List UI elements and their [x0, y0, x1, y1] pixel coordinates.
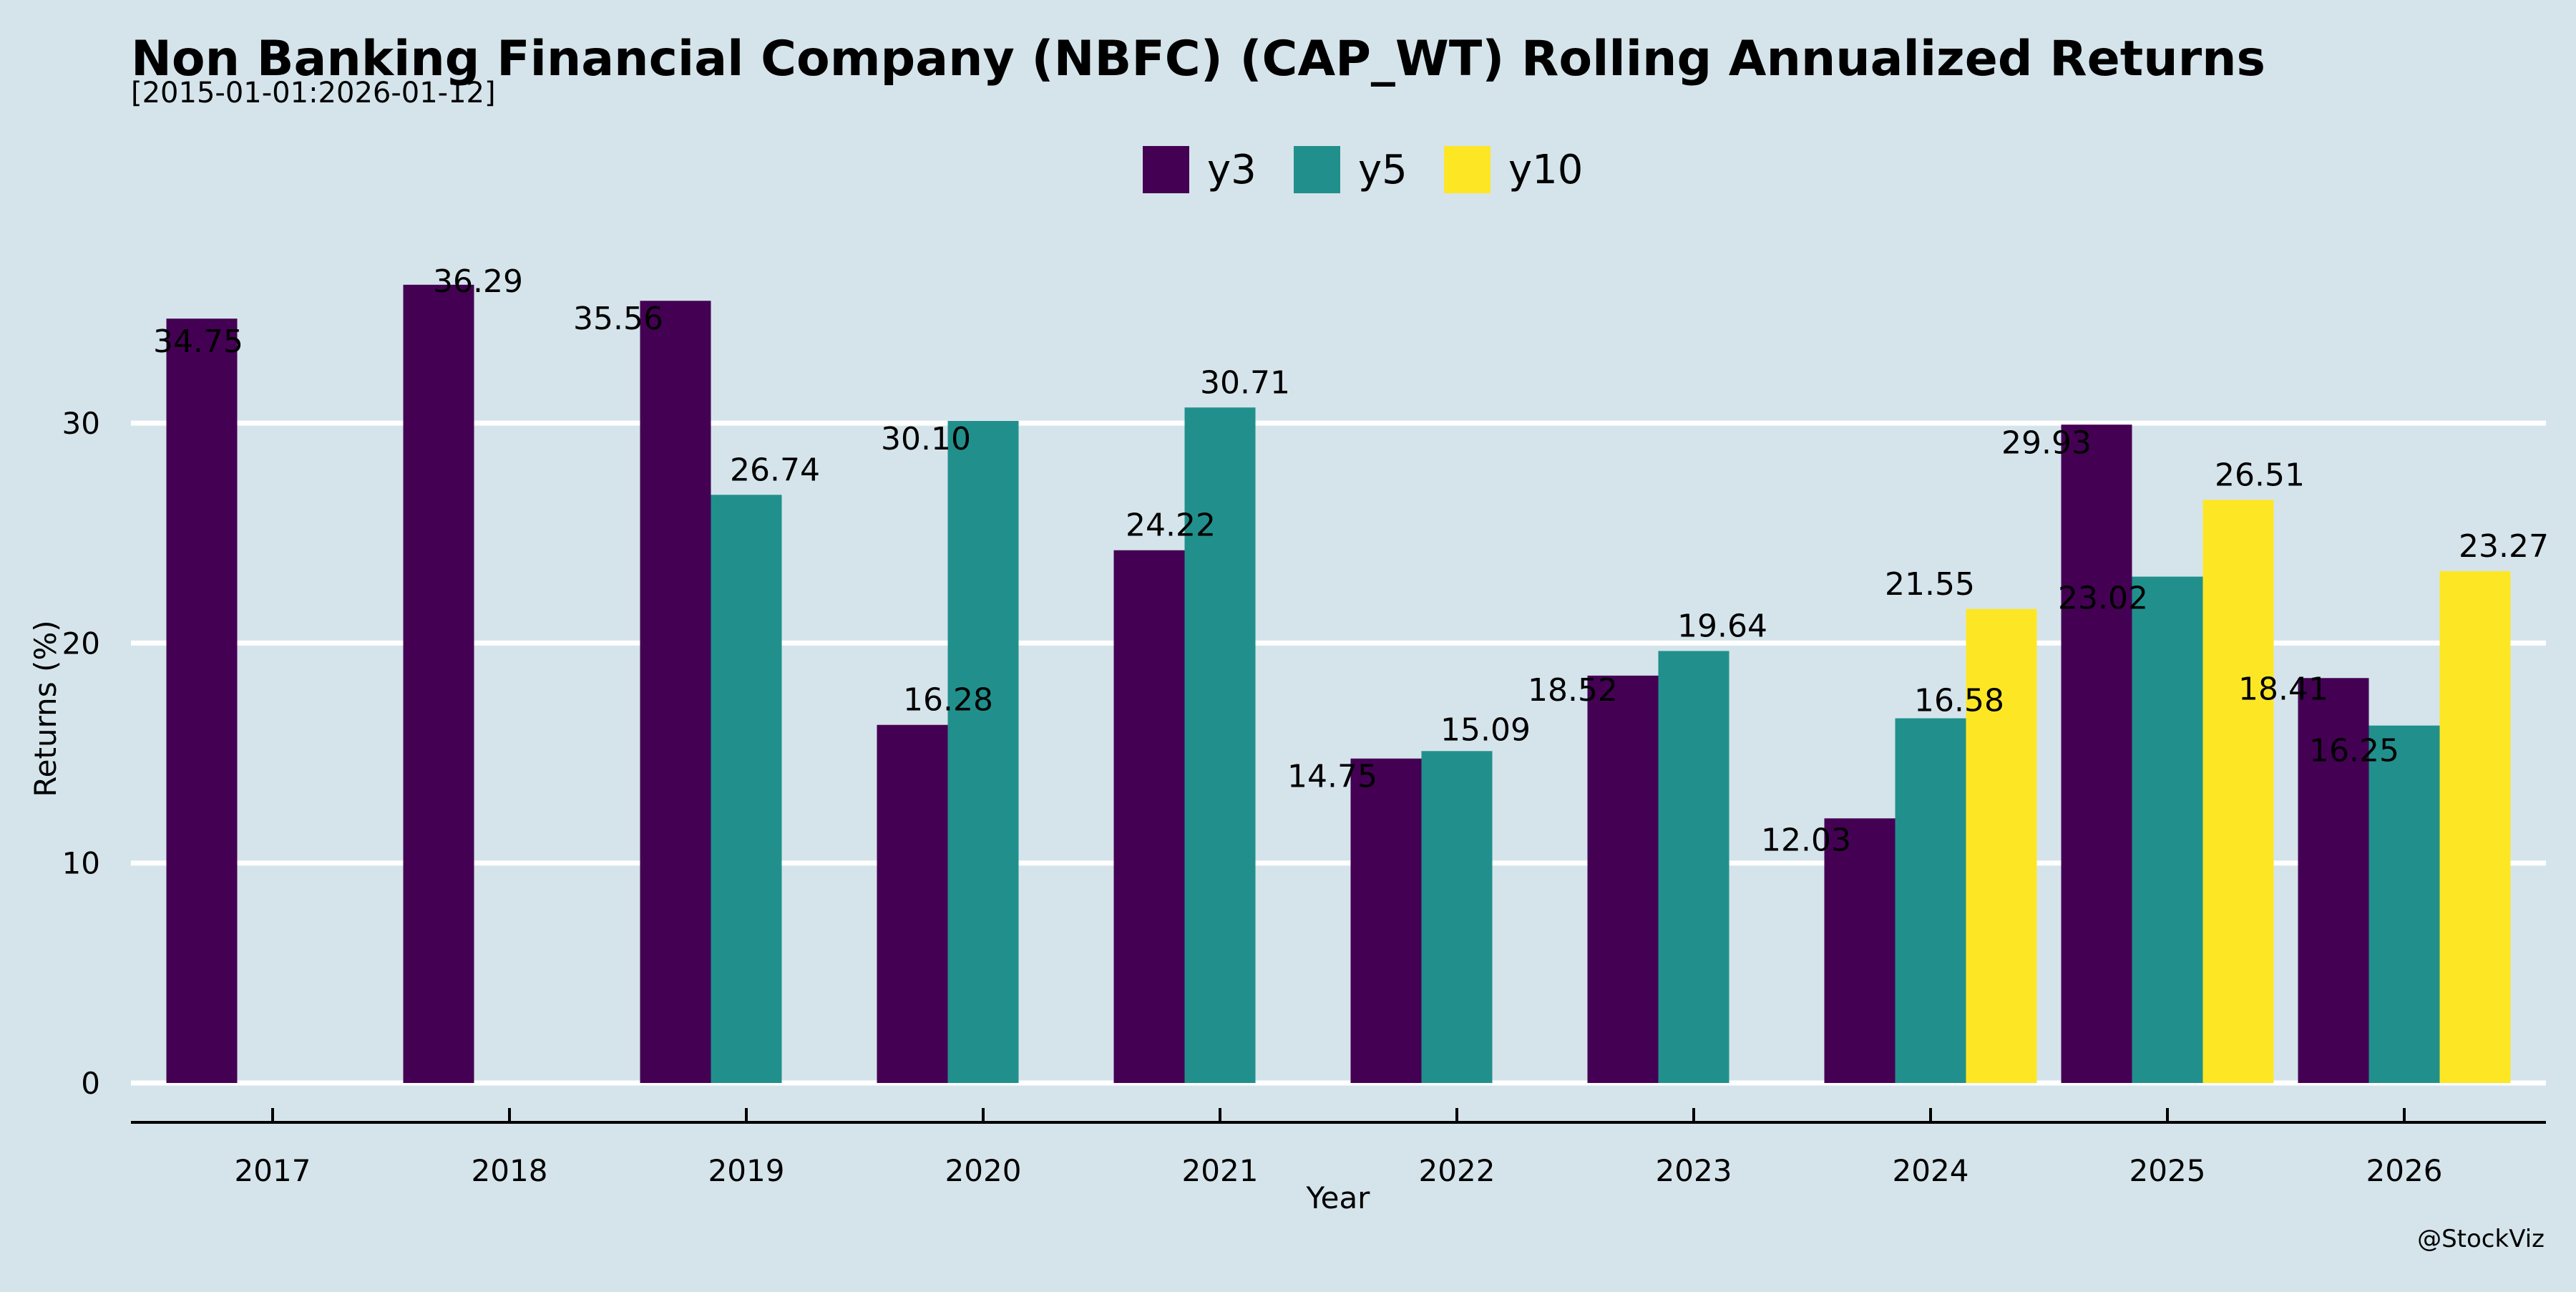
bar-label-y3-2026: 18.41	[2238, 671, 2328, 707]
bar-label-y3-2021: 24.22	[1126, 507, 1216, 544]
bar-y5-2022	[1421, 751, 1493, 1083]
bar-label-y3-2019: 35.56	[573, 301, 663, 337]
y-axis-title: Returns (%)	[28, 620, 63, 797]
bar-y3-2025	[2061, 424, 2132, 1083]
chart-subtitle: [2015-01-01:2026-01-12]	[131, 77, 496, 110]
y-tick-label: 10	[62, 846, 100, 881]
bar-y3-2020	[877, 724, 948, 1083]
legend-label: y3	[1207, 147, 1257, 193]
bars	[166, 284, 2511, 1083]
bar-label-y5-2023: 19.64	[1677, 608, 1767, 644]
bar-label-y3-2018: 36.29	[433, 263, 523, 300]
chart-title: Non Banking Financial Company (NBFC) (CA…	[131, 31, 2265, 87]
bar-label-y3-2017: 34.75	[153, 324, 243, 360]
bar-label-y10-2024: 21.55	[1885, 566, 1975, 603]
legend-item-y3: y3	[1143, 146, 1257, 193]
bar-y5-2019	[711, 495, 782, 1083]
bar-label-y5-2021: 30.71	[1200, 364, 1290, 401]
bar-y10-2026	[2439, 570, 2511, 1083]
x-tick-label: 2020	[945, 1153, 1022, 1188]
x-tick-label: 2026	[2366, 1153, 2443, 1188]
x-axis-title: Year	[1306, 1180, 1371, 1215]
bar-y3-2021	[1113, 550, 1185, 1083]
y-tick-label: 0	[81, 1066, 100, 1101]
bar-label-y3-2022: 14.75	[1287, 759, 1377, 795]
bar-y3-2022	[1350, 758, 1422, 1083]
bar-y3-2017	[166, 319, 238, 1083]
legend-item-y5: y5	[1294, 146, 1407, 193]
legend-swatch	[1143, 146, 1189, 193]
y-tick-label: 20	[62, 626, 100, 661]
bar-y3-2026	[2298, 678, 2369, 1083]
bar-labels: 34.75 36.29 35.56 26.74 16.28 30.10 24.22 30.71…	[153, 263, 2549, 859]
bar-y10-2024	[1966, 608, 2037, 1083]
x-tick-label: 2018	[472, 1153, 548, 1188]
x-tick-label: 2025	[2129, 1153, 2206, 1188]
bar-label-y5-2022: 15.09	[1440, 711, 1531, 748]
legend: y3 y5 y10	[1143, 146, 1583, 193]
legend-label: y5	[1358, 147, 1407, 193]
bar-label-y5-2025: 23.02	[2058, 581, 2148, 617]
bar-label-y3-2024: 12.03	[1761, 822, 1851, 858]
bar-label-y10-2025: 26.51	[2215, 457, 2305, 493]
bar-y3-2024	[1824, 818, 1896, 1083]
bar-y3-2023	[1587, 675, 1659, 1083]
legend-label: y10	[1508, 147, 1583, 193]
bar-y5-2020	[947, 421, 1019, 1083]
x-tick-label: 2019	[708, 1153, 785, 1188]
y-axis-ticks: 0 10 20 30	[62, 406, 100, 1101]
legend-swatch	[1294, 146, 1340, 193]
bar-label-y5-2024: 16.58	[1914, 682, 2004, 719]
x-tick-label: 2023	[1656, 1153, 1732, 1188]
x-tick-label: 2022	[1419, 1153, 1496, 1188]
x-tick-label: 2017	[235, 1153, 311, 1188]
bar-y5-2023	[1658, 651, 1729, 1083]
bar-y3-2018	[403, 284, 474, 1083]
bar-label-y3-2023: 18.52	[1528, 672, 1618, 709]
bar-y5-2025	[2132, 576, 2203, 1083]
bar-label-y10-2026: 23.27	[2459, 528, 2549, 565]
bar-label-y3-2020: 16.28	[903, 682, 993, 719]
watermark: @StockViz	[2417, 1225, 2545, 1253]
x-axis: 2017 2018 2019 2020 2021 2022 2023 2024 2025 2026	[131, 1108, 2546, 1188]
x-tick-label: 2024	[1893, 1153, 1969, 1188]
bar-y5-2026	[2368, 725, 2440, 1083]
bar-label-y3-2025: 29.93	[2001, 424, 2092, 461]
bar-label-y5-2020: 30.10	[881, 421, 971, 457]
legend-item-y10: y10	[1444, 146, 1583, 193]
bar-y5-2024	[1895, 718, 1966, 1083]
legend-swatch	[1444, 146, 1491, 193]
bar-y5-2021	[1184, 407, 1256, 1083]
bar-y3-2019	[640, 301, 711, 1083]
x-tick-label: 2021	[1182, 1153, 1259, 1188]
bar-label-y5-2026: 16.25	[2309, 733, 2399, 769]
bar-y10-2025	[2202, 500, 2274, 1083]
bar-label-y5-2019: 26.74	[730, 452, 820, 488]
y-tick-label: 30	[62, 406, 100, 441]
